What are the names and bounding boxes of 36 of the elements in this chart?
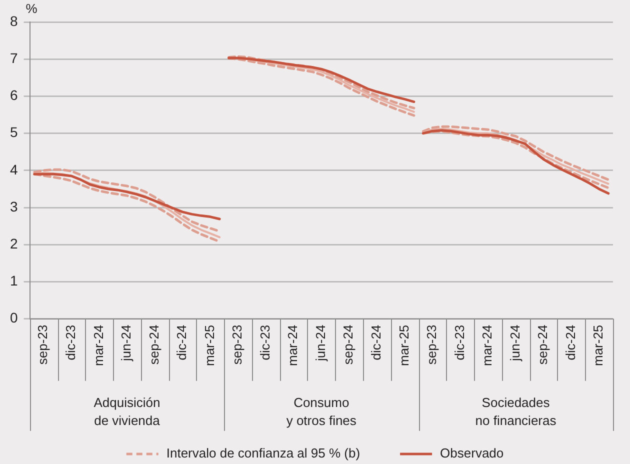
x-tick-label: sep-24 <box>146 324 162 365</box>
x-tick-label: sep-24 <box>535 324 550 365</box>
y-tick-label: 0 <box>10 310 18 326</box>
x-tick-label: dic-24 <box>562 324 578 360</box>
y-tick-label: 1 <box>10 272 18 289</box>
text: Sociedades no financieras <box>475 394 557 428</box>
x-tick-label: mar-25 <box>202 324 217 366</box>
x-tick-label: dic-23 <box>63 324 78 360</box>
x-tick-label: sep-23 <box>35 324 50 365</box>
x-tick-label: jun-24 <box>507 324 522 362</box>
text: Adquisición de vivienda <box>94 394 161 428</box>
y-tick-label: 4 <box>10 161 18 178</box>
y-axis-title: % <box>26 1 38 16</box>
y-tick-label: 3 <box>10 198 18 214</box>
x-tick-label: mar-25 <box>396 324 412 366</box>
x-tick-label: dic-23 <box>257 324 272 360</box>
y-tick-label: 5 <box>10 124 18 140</box>
x-tick-label: mar-24 <box>480 324 495 366</box>
x-tick-label: mar-24 <box>285 324 300 366</box>
x-tick-label: dic-23 <box>452 324 467 360</box>
legend-label: Observado <box>440 446 504 461</box>
x-tick-label: sep-24 <box>340 324 356 365</box>
y-tick-label: 6 <box>10 87 18 104</box>
x-tick-label: sep-23 <box>424 324 440 365</box>
y-tick-label: 8 <box>10 12 18 29</box>
y-tick-label: 7 <box>10 50 18 66</box>
x-tick-label: mar-25 <box>590 324 606 366</box>
x-tick-label: mar-24 <box>90 324 106 366</box>
x-tick-label: dic-24 <box>368 324 384 360</box>
x-tick-label: dic-24 <box>174 324 190 360</box>
text: Consumo y otros fines <box>286 394 357 428</box>
x-tick-label: sep-23 <box>230 324 245 365</box>
x-tick-label: jun-24 <box>118 324 134 362</box>
y-tick-label: 2 <box>10 235 18 252</box>
legend-label: Intervalo de confianza al 95 % (b) <box>166 446 360 461</box>
x-tick-label: jun-24 <box>312 324 328 362</box>
